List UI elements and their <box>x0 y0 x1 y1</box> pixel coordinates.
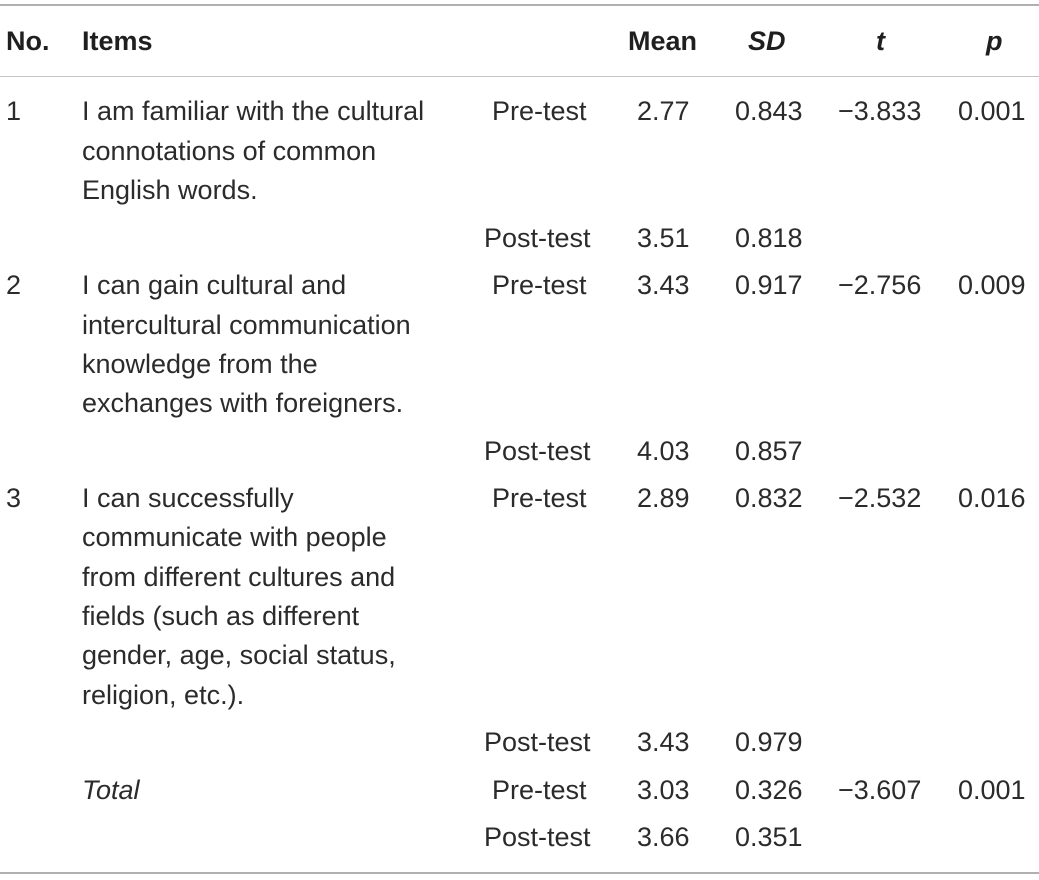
test-label: Pre-test <box>492 483 587 513</box>
mean-value: 4.03 <box>637 436 690 466</box>
t-value: −2.756 <box>838 270 922 300</box>
sd-value: 0.326 <box>735 775 803 805</box>
sd-value: 0.979 <box>735 727 803 757</box>
test-label: Pre-test <box>492 775 587 805</box>
item-text-line: knowledge from the <box>82 349 318 379</box>
header-sd: SD <box>748 26 786 56</box>
header-p: p <box>986 26 1003 56</box>
item-text-line: I can successfully <box>82 483 294 513</box>
mean-value: 3.51 <box>637 223 690 253</box>
item-text-line: communicate with people <box>82 522 387 552</box>
item-text-line: from different cultures and <box>82 562 396 592</box>
test-label: Post-test <box>484 436 591 466</box>
table-bottom-rule <box>0 872 1039 874</box>
item-text-line: exchanges with foreigners. <box>82 388 404 418</box>
test-label: Pre-test <box>492 270 587 300</box>
item-text-line: intercultural communication <box>82 310 411 340</box>
item-text-line: fields (such as different <box>82 601 360 631</box>
p-value: 0.009 <box>958 270 1026 300</box>
sd-value: 0.351 <box>735 822 803 852</box>
test-label: Post-test <box>484 822 591 852</box>
test-label: Pre-test <box>492 96 587 126</box>
mean-value: 3.66 <box>637 822 690 852</box>
table-top-rule <box>0 4 1039 6</box>
test-label: Post-test <box>484 223 591 253</box>
sd-value: 0.857 <box>735 436 803 466</box>
mean-value: 2.77 <box>637 96 690 126</box>
row-number: 3 <box>6 483 22 513</box>
mean-value: 3.43 <box>637 270 690 300</box>
item-text-line: connotations of common <box>82 136 377 166</box>
item-text-line: I am familiar with the cultural <box>82 96 425 126</box>
t-value: −3.833 <box>838 96 922 126</box>
p-value: 0.001 <box>958 775 1026 805</box>
mean-value: 3.43 <box>637 727 690 757</box>
t-value: −3.607 <box>838 775 922 805</box>
row-number: 1 <box>6 96 22 126</box>
test-label: Post-test <box>484 727 591 757</box>
total-label: Total <box>82 775 140 805</box>
mean-value: 2.89 <box>637 483 690 513</box>
header-no: No. <box>6 26 50 56</box>
sd-value: 0.917 <box>735 270 803 300</box>
item-text-line: I can gain cultural and <box>82 270 347 300</box>
item-text-line: gender, age, social status, <box>82 640 396 670</box>
p-value: 0.001 <box>958 96 1026 126</box>
row-number: 2 <box>6 270 22 300</box>
header-items: Items <box>82 26 153 56</box>
p-value: 0.016 <box>958 483 1026 513</box>
item-text-line: religion, etc.). <box>82 680 245 710</box>
mean-value: 3.03 <box>637 775 690 805</box>
header-mean: Mean <box>628 26 698 56</box>
t-value: −2.532 <box>838 483 922 513</box>
sd-value: 0.843 <box>735 96 803 126</box>
item-text-line: English words. <box>82 175 258 205</box>
sd-value: 0.832 <box>735 483 803 513</box>
sd-value: 0.818 <box>735 223 803 253</box>
header-t: t <box>876 26 885 56</box>
header-bottom-rule <box>0 76 1039 77</box>
